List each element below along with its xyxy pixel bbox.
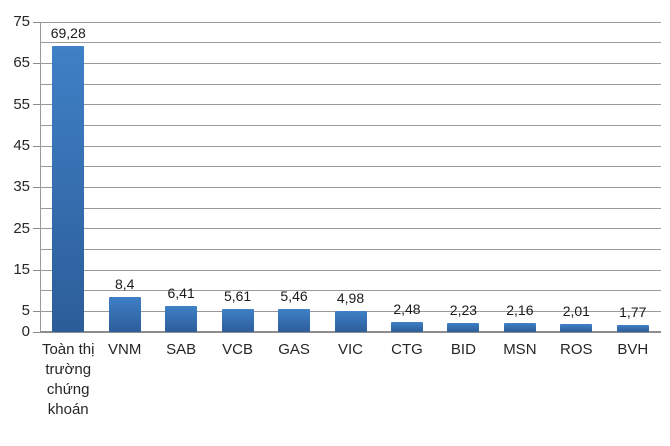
bar-value-label: 2,23 — [449, 301, 478, 318]
y-axis-tick — [33, 62, 40, 64]
x-axis-category-label: BID — [450, 341, 476, 358]
x-axis-category-label: VCB — [222, 341, 253, 358]
gridline — [40, 124, 661, 126]
bar — [52, 45, 85, 332]
y-axis-tick — [33, 21, 40, 23]
y-axis-label: 55 — [13, 95, 30, 113]
bar-value-label: 2,48 — [393, 300, 421, 317]
bar — [390, 321, 423, 332]
gridline — [40, 290, 661, 292]
gridline — [40, 269, 661, 271]
bar-value-label: 69,28 — [50, 24, 86, 41]
gridline — [40, 145, 661, 147]
bar-value-label: 4,98 — [336, 290, 365, 307]
y-axis-tick — [33, 186, 40, 188]
y-axis-label: 45 — [13, 137, 30, 154]
bar-value-label: 1,77 — [619, 303, 647, 320]
gridline — [40, 207, 661, 209]
y-axis-tick — [33, 228, 40, 230]
gridline — [40, 21, 661, 23]
bar — [447, 322, 480, 332]
y-axis-tick — [33, 145, 40, 147]
x-axis-category-label: Toàn thị trường chứng khoán — [41, 341, 95, 418]
gridline — [40, 228, 661, 230]
bar-value-label: 5,61 — [223, 287, 252, 304]
y-axis-tick — [33, 269, 40, 271]
gridline — [40, 186, 661, 188]
gridline — [40, 83, 661, 85]
y-axis-label: 25 — [13, 219, 30, 237]
bar — [560, 323, 593, 332]
x-axis-category-label: BVH — [617, 341, 649, 358]
x-axis-category-label: GAS — [278, 341, 310, 358]
y-axis-label: 0 — [21, 323, 30, 340]
y-axis-tick — [33, 331, 40, 333]
gridline — [40, 104, 661, 106]
x-axis-category-label: ROS — [560, 341, 593, 358]
x-axis-category-label: VNM — [108, 341, 142, 358]
gridline — [40, 166, 661, 168]
bar-value-label: 2,01 — [562, 302, 590, 319]
y-axis-label: 35 — [13, 178, 30, 196]
bar-value-label: 5,46 — [280, 288, 308, 305]
y-axis-tick — [33, 104, 40, 106]
x-axis-line — [40, 331, 661, 333]
bar-value-label: 2,16 — [506, 302, 534, 319]
bar — [278, 309, 311, 332]
bar — [503, 323, 536, 332]
bar-value-label: 6,41 — [167, 284, 195, 301]
bar — [334, 311, 367, 332]
y-axis-label: 65 — [13, 54, 30, 72]
bar — [616, 324, 649, 332]
x-axis-category-label: MSN — [503, 341, 537, 358]
y-axis-label: 15 — [13, 261, 30, 278]
bar — [108, 297, 141, 332]
x-axis-category-label: SAB — [166, 341, 197, 358]
bar — [221, 308, 254, 332]
x-axis-category-label: CTG — [391, 341, 423, 358]
gridline — [40, 42, 661, 44]
x-axis-category-label: VIC — [337, 341, 363, 358]
gridline — [40, 62, 661, 64]
bar-value-label: 8,4 — [114, 276, 135, 293]
y-axis-line — [40, 22, 41, 332]
gridline — [40, 310, 661, 312]
y-axis-label: 5 — [21, 302, 30, 320]
y-axis-label: 75 — [13, 13, 30, 30]
bar — [165, 305, 198, 332]
y-axis-tick — [33, 310, 40, 312]
gridline — [40, 248, 661, 250]
